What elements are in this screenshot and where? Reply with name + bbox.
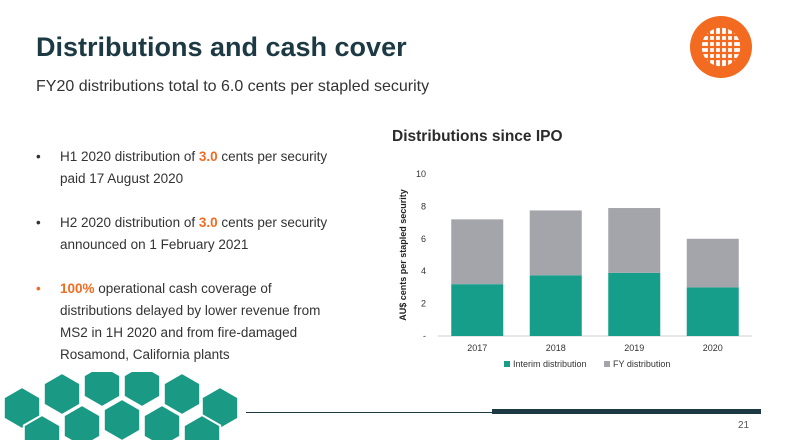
bullet-list: • H1 2020 distribution of 3.0 cents per …	[36, 146, 336, 388]
bullet-item-h2: • H2 2020 distribution of 3.0 cents per …	[36, 212, 336, 256]
footer-accent-bar	[492, 409, 761, 414]
bar-fy-2019	[608, 208, 661, 273]
chart-title: Distributions since IPO	[392, 128, 563, 145]
hexagon-shape	[22, 413, 62, 440]
bar-fy-2018	[529, 210, 582, 276]
legend-label: FY distribution	[613, 359, 670, 369]
y-tick-label: 8	[421, 201, 426, 211]
hexagon-shape	[82, 372, 122, 409]
bar-fy-2017	[451, 219, 504, 285]
bullet-text: cents per security paid 17 August 2020	[60, 149, 328, 186]
hexagon-shape	[42, 372, 82, 417]
distributions-chart: Distributions since IPO AU$ cents per st…	[392, 128, 762, 378]
hexagon-shape	[142, 403, 182, 440]
y-tick-label: 10	[416, 169, 426, 179]
bar-interim-2020	[686, 287, 739, 336]
x-tick-label: 2019	[624, 343, 644, 353]
bar-interim-2019	[608, 272, 661, 336]
bar-interim-2018	[529, 275, 582, 336]
y-tick-label: 6	[421, 234, 426, 244]
bullet-item-h1: • H1 2020 distribution of 3.0 cents per …	[36, 146, 336, 190]
bullet-marker: •	[36, 149, 41, 164]
hexagon-shape	[182, 413, 222, 440]
legend-label: Interim distribution	[513, 359, 587, 369]
chart-svg: AU$ cents per stapled security - 2 4 6 8 10 201…	[398, 169, 752, 369]
y-tick-label: 2	[421, 299, 426, 309]
bullet-highlight: 100%	[60, 281, 95, 296]
bar-fy-2020	[686, 238, 739, 288]
bullet-text: operational cash coverage of distributio…	[60, 281, 321, 362]
hexagon-shape	[162, 372, 202, 417]
bullet-marker: •	[36, 281, 41, 296]
bullet-highlight: 3.0	[198, 215, 218, 230]
bar-interim-2017	[451, 284, 504, 336]
page-number: 21	[738, 420, 750, 431]
slide-title: Distributions and cash cover	[36, 32, 407, 62]
bullet-item-cash-coverage: • 100% operational cash coverage of dist…	[36, 278, 336, 366]
bullet-highlight: 3.0	[198, 149, 218, 164]
y-tick-label: -	[423, 331, 426, 341]
x-tick-label: 2020	[703, 343, 723, 353]
y-axis-label: AU$ cents per stapled security	[398, 189, 408, 321]
legend-swatch	[504, 361, 510, 367]
bullet-text: H1 2020 distribution of	[60, 149, 199, 164]
hexagon-shape	[102, 397, 142, 440]
hexagon-shape	[62, 403, 102, 440]
bullet-marker: •	[36, 215, 41, 230]
legend-swatch	[604, 361, 610, 367]
x-tick-label: 2018	[546, 343, 566, 353]
slide-subtitle: FY20 distributions total to 6.0 cents pe…	[36, 78, 430, 95]
x-tick-label: 2017	[467, 343, 487, 353]
bullet-text: cents per security announced on 1 Februa…	[60, 215, 328, 252]
decorative-hexagon-pattern	[2, 372, 240, 440]
bullet-text: H2 2020 distribution of	[60, 215, 199, 230]
y-tick-label: 4	[421, 266, 426, 276]
company-logo-icon	[690, 16, 752, 78]
hexagon-shape	[122, 372, 162, 409]
